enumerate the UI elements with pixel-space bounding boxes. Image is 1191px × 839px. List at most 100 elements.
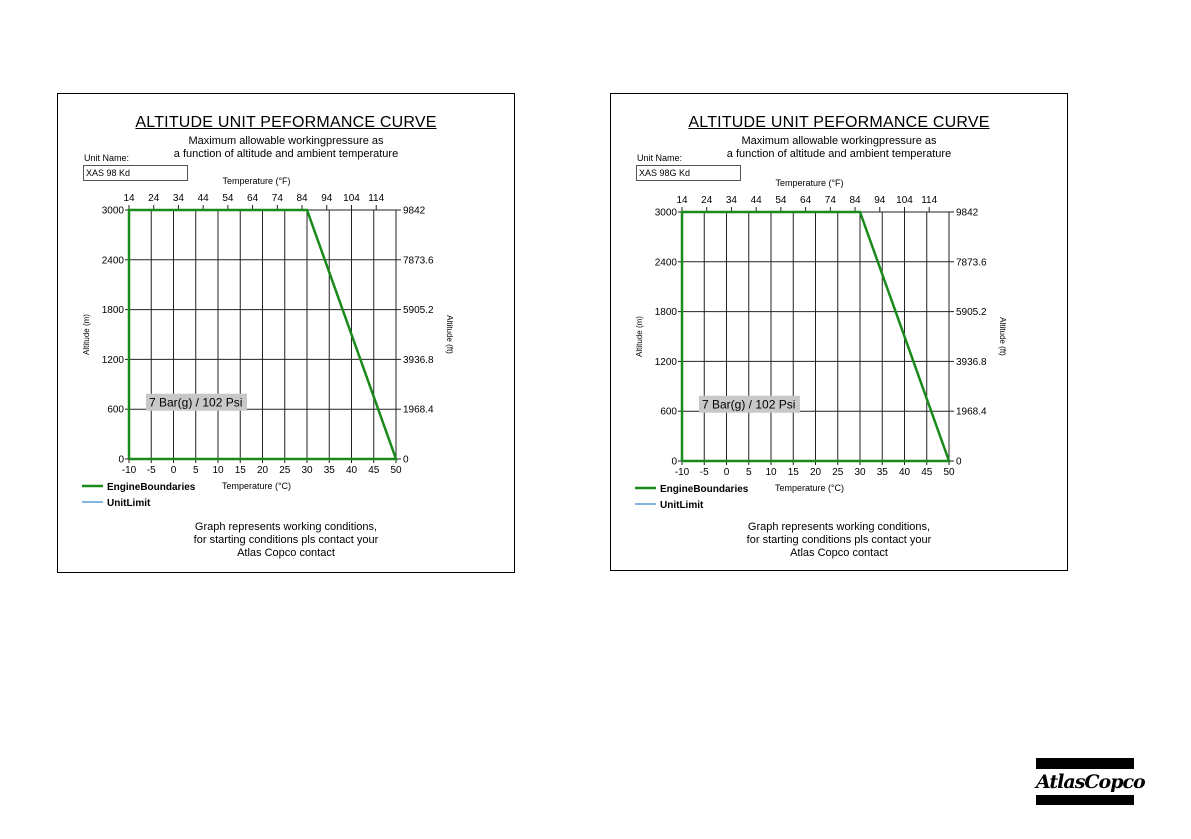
footer-line: Graph represents working conditions, — [194, 521, 378, 533]
y-tick-label: 2400 — [102, 255, 125, 266]
x2-tick-label: 54 — [222, 193, 234, 204]
x2-tick-label: 94 — [874, 195, 886, 206]
unit-name-label: Unit Name: — [637, 153, 683, 163]
series-line-engine-boundaries — [127, 208, 398, 461]
x-tick-label: -10 — [675, 467, 690, 478]
x-tick-label: 0 — [171, 465, 177, 476]
chart-subtitle-line: Maximum allowable workingpressure as — [188, 135, 384, 147]
y2-tick-label: 1968.4 — [403, 405, 434, 416]
y2-tick-label: 9842 — [403, 206, 426, 217]
x2-tick-label: 114 — [368, 193, 384, 204]
x-tick-label: -5 — [147, 465, 156, 476]
chart-subtitle-line: a function of altitude and ambient tempe… — [726, 148, 952, 160]
annotation-box — [699, 395, 800, 413]
x-tick-label: 40 — [346, 465, 358, 476]
y2-axis-title: Altitude (ft) — [998, 317, 1007, 356]
x-axis-title: Temperature (°C) — [222, 481, 291, 491]
annotation-label: 7 Bar(g) / 102 Psi — [149, 396, 242, 410]
y-tick-label: 600 — [660, 407, 677, 418]
x-tick-label: -5 — [700, 467, 709, 478]
series-line-engine-boundaries — [680, 210, 951, 463]
chart-footer-note: Graph represents working conditions, for… — [611, 521, 1067, 560]
x-tick-label: 40 — [899, 467, 911, 478]
x-tick-label: -10 — [122, 465, 137, 476]
x-tick-label: 50 — [943, 467, 955, 478]
x2-tick-label: 24 — [701, 195, 713, 206]
y-tick-label: 2400 — [655, 257, 678, 268]
unit-name-field: XAS 98 Kd — [83, 165, 188, 181]
x-tick-label: 5 — [746, 467, 752, 478]
y2-tick-label: 5905.2 — [956, 307, 987, 318]
y-tick-label: 1200 — [655, 357, 678, 368]
x-tick-label: 10 — [212, 465, 224, 476]
x-tick-label: 0 — [724, 467, 730, 478]
x2-tick-label: 114 — [921, 195, 937, 206]
x2-tick-label: 34 — [726, 195, 738, 206]
x-tick-label: 45 — [368, 465, 380, 476]
x2-tick-label: 44 — [751, 195, 763, 206]
x2-tick-label: 14 — [123, 193, 135, 204]
y2-tick-label: 7873.6 — [956, 257, 987, 268]
x2-tick-label: 34 — [173, 193, 185, 204]
y-tick-label: 600 — [107, 405, 124, 416]
chart-title: ALTITUDE UNIT PEFORMANCE CURVE — [135, 114, 437, 131]
performance-chart-panel: ALTITUDE UNIT PEFORMANCE CURVE Maximum a… — [610, 93, 1068, 571]
chart-title: ALTITUDE UNIT PEFORMANCE CURVE — [688, 114, 990, 131]
chart-subtitle: Maximum allowable workingpressure as a f… — [58, 135, 514, 161]
x2-axis-title: Temperature (°F) — [222, 176, 290, 186]
footer-line: Atlas Copco contact — [237, 547, 335, 559]
footer-line: for starting conditions pls contact your — [193, 534, 379, 546]
x2-tick-label: 54 — [775, 195, 787, 206]
annotation-box — [146, 393, 247, 411]
x-axis-title: Temperature (°C) — [775, 483, 844, 493]
x2-tick-label: 64 — [247, 193, 259, 204]
y2-tick-label: 5905.2 — [403, 305, 434, 316]
y2-tick-label: 3936.8 — [403, 355, 434, 366]
footer-line: Atlas Copco contact — [790, 547, 888, 559]
chart-subtitle-line: Maximum allowable workingpressure as — [741, 135, 937, 147]
unit-name-label: Unit Name: — [84, 153, 130, 163]
chart-subtitle: Maximum allowable workingpressure as a f… — [611, 135, 1067, 161]
y2-tick-label: 3936.8 — [956, 357, 987, 368]
y-tick-label: 3000 — [102, 206, 125, 217]
x2-tick-label: 104 — [343, 193, 360, 204]
x-tick-label: 35 — [877, 467, 889, 478]
legend-label: EngineBoundaries — [107, 482, 196, 493]
y-tick-label: 3000 — [655, 208, 678, 219]
y-tick-label: 1200 — [102, 355, 125, 366]
x-tick-label: 25 — [832, 467, 844, 478]
y2-tick-label: 1968.4 — [956, 407, 987, 418]
x2-tick-label: 84 — [849, 195, 861, 206]
x-tick-label: 30 — [301, 465, 313, 476]
x-tick-label: 5 — [193, 465, 199, 476]
performance-chart-panel: ALTITUDE UNIT PEFORMANCE CURVE Maximum a… — [57, 93, 515, 573]
y2-tick-label: 0 — [403, 455, 409, 466]
footer-line: Graph represents working conditions, — [747, 521, 931, 533]
x2-tick-label: 74 — [825, 195, 837, 206]
x-tick-label: 15 — [235, 465, 247, 476]
x-tick-label: 50 — [390, 465, 402, 476]
footer-line: for starting conditions pls contact your — [746, 534, 932, 546]
y2-tick-label: 9842 — [956, 208, 979, 219]
x-tick-label: 10 — [765, 467, 777, 478]
logo-bar — [1036, 795, 1134, 805]
y-tick-label: 1800 — [102, 305, 125, 316]
chart-footer-note: Graph represents working conditions, for… — [58, 521, 514, 560]
x-tick-label: 25 — [279, 465, 291, 476]
x2-tick-label: 24 — [148, 193, 160, 204]
logo-wordmark: AtlasCopco — [1036, 771, 1146, 793]
x2-tick-label: 84 — [296, 193, 308, 204]
x2-tick-label: 14 — [676, 195, 688, 206]
x-tick-label: 30 — [854, 467, 866, 478]
legend-label: UnitLimit — [660, 500, 704, 511]
x2-tick-label: 104 — [896, 195, 913, 206]
x-tick-label: 15 — [788, 467, 800, 478]
atlas-copco-logo: AtlasCopco — [1036, 758, 1146, 805]
legend-label: UnitLimit — [107, 498, 151, 509]
annotation-label: 7 Bar(g) / 102 Psi — [702, 398, 795, 412]
x2-tick-label: 44 — [198, 193, 210, 204]
legend-label: EngineBoundaries — [660, 484, 749, 495]
y2-tick-label: 0 — [956, 457, 962, 468]
